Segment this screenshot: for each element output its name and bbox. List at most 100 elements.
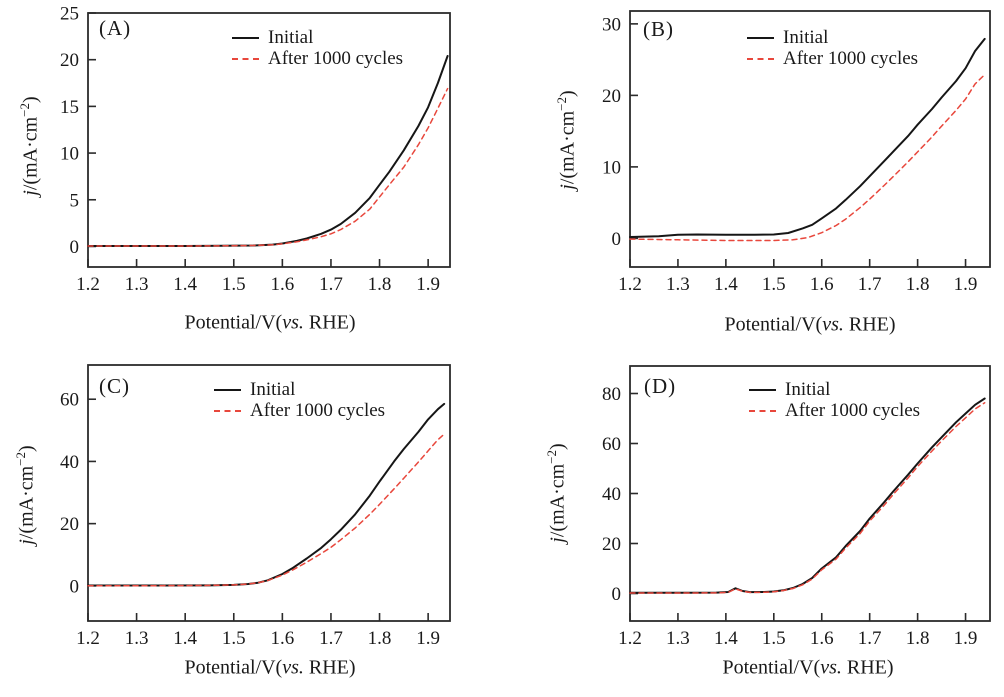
plot-area-C: 1.2 1.3 1.4 1.5 1.6 1.7 1.8 1.9 0 20 40 60 — [60, 364, 451, 649]
x-tick-label: 1.6 — [810, 628, 834, 649]
y-tick-label: 60 — [60, 390, 79, 411]
x-tick-label: 1.9 — [954, 274, 978, 295]
ylabel-symbol: j — [546, 537, 569, 543]
legend-label: After 1000 cycles — [783, 47, 919, 69]
y-tick-label: 0 — [70, 237, 80, 258]
y-tick-label: 10 — [60, 144, 79, 165]
ylabel-close: ) — [556, 90, 579, 97]
ylabel-close: ) — [546, 443, 569, 450]
xlabel-text: Potential/V( — [724, 313, 823, 336]
y-tick-label: 20 — [602, 86, 621, 107]
x-tick-label: 1.7 — [319, 628, 343, 649]
x-tick-label: 1.9 — [416, 628, 440, 649]
ylabel-units: /(mA·cm — [15, 465, 38, 540]
y-axis-title-A: j/(mA·cm−2) — [17, 96, 43, 195]
x-tick-label: 1.2 — [618, 274, 642, 295]
ylabel-exponent: −2 — [553, 96, 569, 111]
y-axis-title-C: j/(mA·cm−2) — [12, 445, 39, 544]
ylabel-close: ) — [19, 96, 42, 103]
panel-B: 1.2 1.3 1.4 1.5 1.6 1.7 1.8 1.9 0 10 20 30 (B) Init… — [502, 0, 1004, 348]
x-tick-label: 1.4 — [714, 274, 738, 295]
legend-label: Initial — [250, 378, 296, 400]
xlabel-text: Potential/V( — [184, 656, 283, 679]
x-tick-label: 1.8 — [368, 274, 392, 295]
x-tick-label: 1.2 — [76, 274, 100, 295]
y-tick-label: 80 — [602, 384, 621, 405]
curve-after-1000-cycles — [629, 73, 986, 242]
x-tick-label: 1.3 — [666, 274, 690, 295]
y-tick-label: 20 — [602, 534, 621, 555]
y-tick-label: 20 — [60, 50, 79, 71]
dashed-line-swatch — [747, 57, 774, 60]
solid-line-swatch — [747, 36, 774, 39]
solid-line-swatch — [749, 388, 776, 391]
x-tick-label: 1.8 — [906, 628, 930, 649]
legend-label: Initial — [785, 378, 831, 400]
legend-label: After 1000 cycles — [785, 399, 921, 421]
xlabel-text: Potential/V( — [722, 656, 821, 679]
ylabel-exponent: −2 — [12, 451, 28, 466]
x-tick-label: 1.7 — [858, 628, 882, 649]
ylabel-units: /(mA·cm — [556, 110, 579, 185]
x-tick-label: 1.8 — [368, 628, 392, 649]
y-tick-label: 0 — [612, 229, 622, 250]
plot-frame — [629, 10, 991, 268]
y-tick-label: 0 — [70, 576, 80, 597]
ylabel-units: /(mA·cm — [19, 116, 42, 191]
plot-area-D: 1.2 1.3 1.4 1.5 1.6 1.7 1.8 1.9 0 20 40 60 80 — [602, 365, 991, 649]
xlabel-text: Potential/V( — [184, 311, 283, 334]
y-tick-label: 30 — [602, 14, 621, 35]
panel-D: 1.2 1.3 1.4 1.5 1.6 1.7 1.8 1.9 0 20 40 60 80 (D) In… — [502, 348, 1004, 697]
solid-line-swatch — [214, 388, 241, 391]
xlabel-vs: vs. — [282, 656, 304, 679]
x-tick-label: 1.6 — [270, 274, 294, 295]
legend-item-initial: Initial — [749, 379, 920, 400]
curve-initial — [629, 37, 986, 238]
x-tick-label: 1.5 — [222, 274, 246, 295]
x-tick-label: 1.7 — [319, 274, 343, 295]
dashed-line-swatch — [214, 409, 241, 412]
x-tick-label: 1.2 — [76, 628, 100, 649]
ylabel-close: ) — [15, 445, 38, 452]
curve-after-1000-cycles — [87, 87, 449, 247]
x-tick-label: 1.5 — [762, 274, 786, 295]
curve-initial — [87, 55, 449, 247]
plot-frame — [87, 12, 451, 268]
y-tick-label: 40 — [602, 484, 621, 505]
curve-initial — [87, 402, 446, 587]
panel-label-B: (B) — [643, 17, 674, 41]
legend-item-after-cycles: After 1000 cycles — [232, 48, 403, 69]
x-axis-title-D: Potential/V(vs. RHE) — [722, 657, 893, 680]
plot-frame — [87, 364, 451, 622]
x-tick-label: 1.9 — [416, 274, 440, 295]
x-tick-label: 1.4 — [173, 274, 197, 295]
legend-label: Initial — [783, 26, 829, 48]
legend-C: Initial After 1000 cycles — [214, 379, 385, 421]
x-tick-label: 1.3 — [125, 274, 149, 295]
y-tick-label: 10 — [602, 157, 621, 178]
x-axis-title-B: Potential/V(vs. RHE) — [724, 314, 895, 337]
x-tick-label: 1.3 — [666, 628, 690, 649]
y-tick-label: 0 — [612, 584, 622, 605]
x-tick-label: 1.5 — [222, 628, 246, 649]
ylabel-symbol: j — [556, 184, 579, 190]
panel-A: 1.2 1.3 1.4 1.5 1.6 1.7 1.8 1.9 0 5 10 15 20 25 (A) I… — [0, 0, 502, 348]
x-tick-label: 1.3 — [125, 628, 149, 649]
curve-initial — [629, 397, 986, 594]
panel-label-A: (A) — [99, 16, 132, 40]
legend-D: Initial After 1000 cycles — [749, 379, 920, 421]
ylabel-exponent: −2 — [543, 449, 559, 464]
y-tick-label: 5 — [70, 190, 80, 211]
y-tick-label: 15 — [60, 97, 79, 118]
y-tick-label: 60 — [602, 434, 621, 455]
xlabel-close: RHE) — [303, 656, 356, 679]
legend-item-initial: Initial — [747, 27, 918, 48]
x-tick-label: 1.6 — [270, 628, 294, 649]
y-tick-label: 40 — [60, 452, 79, 473]
legend-label: After 1000 cycles — [250, 399, 386, 421]
xlabel-close: RHE) — [841, 656, 894, 679]
dashed-line-swatch — [749, 409, 776, 412]
dashed-line-swatch — [232, 57, 259, 60]
panel-C: 1.2 1.3 1.4 1.5 1.6 1.7 1.8 1.9 0 20 40 60 (C) Init… — [0, 348, 502, 697]
